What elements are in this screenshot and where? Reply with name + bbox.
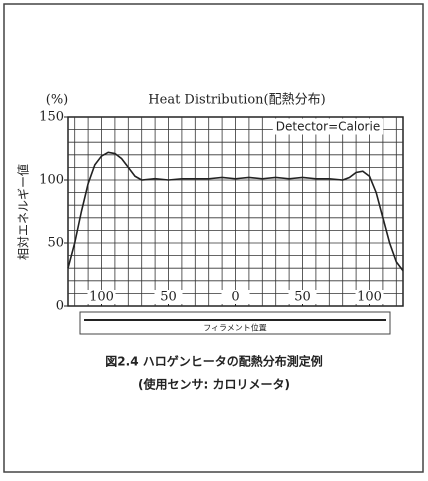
x-tick-label-bg bbox=[154, 290, 183, 304]
x-tick-label: 50 bbox=[160, 290, 177, 305]
y-tick-label: 100 bbox=[39, 173, 64, 188]
y-tick-label: 150 bbox=[39, 110, 64, 125]
chart-title: Heat Distribution(配熱分布) bbox=[148, 93, 325, 108]
x-tick-label: 50 bbox=[294, 290, 311, 305]
x-tick-label-bg bbox=[288, 290, 317, 304]
x-tick-label-bg bbox=[355, 290, 384, 304]
annotation-bg bbox=[272, 118, 384, 135]
x-tick-label-bg bbox=[87, 290, 116, 304]
x-tick-label: 100 bbox=[357, 290, 382, 305]
y-axis-label: 相対エネルギー値 bbox=[16, 164, 31, 260]
caption: 図2.4 ハロゲンヒータの配熱分布測定例 bbox=[105, 354, 322, 369]
caption: (使用センサ: カロリメータ) bbox=[138, 377, 290, 392]
filament-label: フィラメント位置 bbox=[203, 323, 267, 333]
x-tick-label: 100 bbox=[89, 290, 114, 305]
y-unit: (%) bbox=[46, 93, 69, 108]
annotation: Detector=Calorie bbox=[276, 120, 380, 134]
y-tick-label: 50 bbox=[47, 236, 64, 251]
x-tick-label: 0 bbox=[231, 290, 239, 305]
filament-band bbox=[79, 311, 391, 335]
x-tick-label-bg bbox=[221, 290, 250, 304]
y-tick-label: 0 bbox=[56, 299, 64, 314]
line bbox=[67, 151, 404, 272]
